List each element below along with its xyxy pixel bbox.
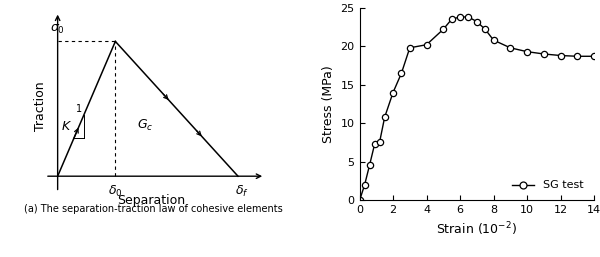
Text: $G_c$: $G_c$ xyxy=(137,117,154,133)
Text: 1: 1 xyxy=(76,104,82,114)
Text: $\sigma_0$: $\sigma_0$ xyxy=(50,23,65,36)
Text: $K$: $K$ xyxy=(61,120,72,133)
Text: $\delta_f$: $\delta_f$ xyxy=(235,184,248,199)
Text: (a) The separation-traction law of cohesive elements: (a) The separation-traction law of cohes… xyxy=(24,204,283,214)
Text: Traction: Traction xyxy=(34,81,47,131)
Text: Separation: Separation xyxy=(118,194,185,207)
Y-axis label: Stress (MPa): Stress (MPa) xyxy=(322,65,335,143)
X-axis label: Strain ($10^{-2}$): Strain ($10^{-2}$) xyxy=(436,221,517,238)
Text: $\delta_0$: $\delta_0$ xyxy=(108,184,122,199)
Legend: SG test: SG test xyxy=(508,176,589,195)
